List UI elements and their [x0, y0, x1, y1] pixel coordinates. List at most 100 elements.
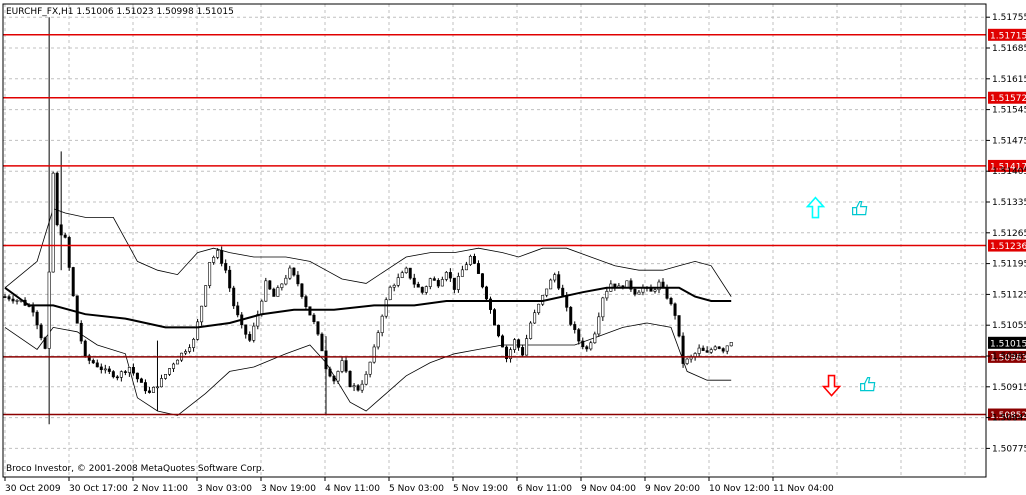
- bid-label: 1.51015: [990, 339, 1026, 349]
- candle-body: [729, 342, 733, 347]
- candles: [3, 17, 733, 425]
- candle-body: [15, 300, 19, 302]
- candle-body: [304, 296, 308, 308]
- candle-body: [569, 307, 573, 325]
- signals: [805, 196, 876, 397]
- candle-body: [87, 355, 91, 361]
- candle-body: [456, 276, 460, 290]
- candle-body: [653, 289, 657, 292]
- candle-body: [228, 269, 232, 289]
- candle-body: [408, 267, 412, 279]
- price-tick-label: 1.50775: [992, 444, 1026, 454]
- candle-body: [320, 333, 324, 352]
- candle-body: [280, 283, 284, 288]
- candle-body: [328, 368, 332, 377]
- candle-body: [7, 296, 11, 300]
- candle-body: [444, 272, 448, 280]
- price-tick-label: 1.51405: [992, 167, 1026, 177]
- candle-body: [288, 267, 292, 279]
- chart-header: EURCHF_FX,H1 1.51006 1.51023 1.50998 1.5…: [6, 7, 234, 17]
- candle-body: [488, 298, 492, 310]
- upper-band-line: [4, 208, 732, 297]
- candle-body: [565, 295, 569, 308]
- candle-body: [513, 339, 517, 350]
- candle-body: [557, 274, 561, 289]
- time-tick-label: 11 Nov 04:00: [773, 484, 834, 494]
- candle-body: [196, 321, 200, 340]
- candle-body: [75, 295, 79, 324]
- candle-body: [669, 298, 673, 305]
- price-tick-label: 1.51615: [992, 75, 1026, 85]
- candle-body: [188, 347, 192, 352]
- candle-body: [340, 360, 344, 372]
- candle-body: [47, 271, 51, 349]
- candle-body: [717, 346, 721, 349]
- candle-body: [107, 368, 111, 372]
- candle-body: [200, 305, 204, 323]
- thumbs-up-icon: [860, 377, 876, 392]
- candle-body: [212, 257, 216, 263]
- time-tick-label: 5 Nov 19:00: [453, 484, 508, 494]
- candle-body: [131, 367, 135, 374]
- candle-body: [605, 291, 609, 299]
- candle-body: [396, 277, 400, 286]
- candle-body: [436, 280, 440, 287]
- candle-body: [192, 339, 196, 348]
- candle-body: [184, 351, 188, 354]
- horizontal-levels[interactable]: 1.51715 1.51572 1.51417 1.51236 1.50983 1.508…: [3, 28, 1026, 421]
- candle-body: [372, 346, 376, 363]
- candle-body: [31, 306, 35, 313]
- price-tick-label: 1.51125: [992, 290, 1026, 300]
- candle-body: [601, 297, 605, 318]
- candle-body: [352, 385, 356, 388]
- candle-body: [549, 279, 553, 290]
- candle-body: [428, 278, 432, 287]
- price-tick-label: 1.50915: [992, 383, 1026, 393]
- candle-body: [492, 309, 496, 326]
- candle-body: [216, 250, 220, 258]
- candle-body: [577, 329, 581, 342]
- candle-body: [452, 277, 456, 290]
- candle-body: [497, 324, 501, 337]
- candle-body: [517, 339, 521, 348]
- candle-body: [697, 347, 701, 354]
- time-tick-label: 3 Nov 19:00: [261, 484, 316, 494]
- level-label: 1.50852: [990, 411, 1026, 421]
- candle-body: [204, 285, 208, 307]
- candle-body: [39, 324, 43, 339]
- candle-body: [208, 262, 212, 286]
- candle-body: [147, 390, 151, 393]
- level-label: 1.51417: [990, 162, 1026, 172]
- level-label-bg: [988, 408, 1026, 421]
- arrow-up-icon: [805, 196, 826, 219]
- candle-body: [529, 322, 533, 339]
- price-tick-label: 1.51545: [992, 106, 1026, 116]
- candle-body: [276, 287, 280, 297]
- level-label: 1.51715: [990, 31, 1026, 41]
- candle-body: [677, 315, 681, 337]
- candle-body: [99, 366, 103, 370]
- candle-body: [292, 267, 296, 276]
- candle-body: [432, 278, 436, 281]
- candle-body: [176, 359, 180, 365]
- candle-body: [657, 281, 661, 291]
- candle-body: [392, 284, 396, 288]
- candle-body: [168, 368, 172, 375]
- candle-body: [537, 303, 541, 314]
- candle-body: [172, 363, 176, 369]
- candle-body: [232, 287, 236, 307]
- candle-body: [316, 321, 320, 335]
- candle-body: [541, 294, 545, 305]
- candle-body: [55, 172, 59, 226]
- candle-body: [11, 298, 15, 302]
- candle-body: [468, 256, 472, 265]
- candle-body: [224, 263, 228, 271]
- candle-body: [464, 264, 468, 271]
- bollinger-bands: [4, 208, 732, 416]
- candle-body: [300, 283, 304, 297]
- price-tick-label: 1.51335: [992, 198, 1026, 208]
- candle-body: [119, 371, 123, 378]
- plot-frame: [2, 3, 987, 478]
